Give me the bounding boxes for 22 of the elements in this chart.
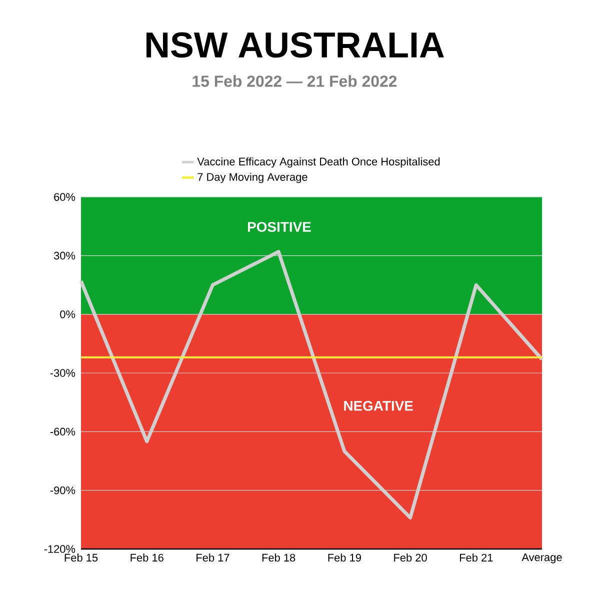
chart-title: NSW AUSTRALIA [146,32,444,58]
x-tick-label: Feb 19 [328,554,361,562]
x-tick-label: Feb 16 [130,554,164,562]
x-tick-label: Feb 17 [196,554,230,562]
band-label: NEGATIVE [344,400,413,411]
legend-label: 7 Day Moving Average [198,172,308,184]
x-tick-label: Feb 21 [460,554,493,562]
x-tick-label: Feb 18 [262,554,296,562]
y-tick-label: -120% [44,545,76,553]
band-label: POSITIVE [248,222,311,232]
x-tick-label: Feb 20 [394,554,427,562]
y-tick-label: 0% [60,310,76,318]
y-tick-label: 60% [54,193,76,201]
x-tick-label: Average [522,554,562,564]
y-tick-label: 30% [54,252,76,260]
legend-label: Vaccine Efficacy Against Death Once Hospitalised [197,157,440,168]
chart-subtitle: 15 Feb 2022 — 21 Feb 2022 [192,75,397,87]
y-tick-label: -90% [50,486,76,494]
y-tick-label: -60% [50,428,76,436]
x-tick-label: Feb 15 [64,554,98,562]
line-series [79,250,544,520]
y-tick-label: -30% [50,369,76,377]
